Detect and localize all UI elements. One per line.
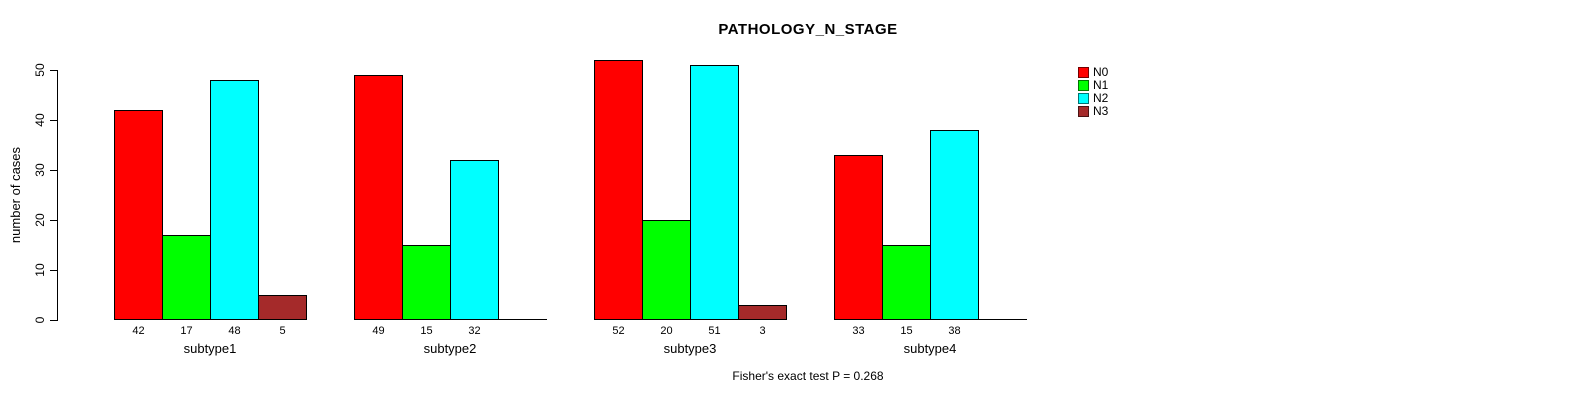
bar-subtype4-N0 <box>834 155 883 320</box>
legend: N0 N1 N2 N3 <box>1078 66 1108 118</box>
bar-value-label: 51 <box>708 325 721 337</box>
bar-subtype4-N2 <box>930 130 979 320</box>
bar-subtype4-N1 <box>882 245 931 320</box>
bar-subtype3-N0 <box>594 60 643 320</box>
legend-swatch-N2 <box>1078 93 1089 104</box>
y-axis-tick-label: 0 <box>33 316 47 324</box>
legend-item-N2: N2 <box>1078 92 1108 105</box>
zero-bar-subtype2-N3 <box>498 319 547 320</box>
chart-title: PATHOLOGY_N_STAGE <box>718 21 898 38</box>
category-label-subtype2: subtype2 <box>423 341 477 356</box>
bar-value-label: 38 <box>948 325 961 337</box>
legend-swatch-N3 <box>1078 106 1089 117</box>
bar-subtype3-N2 <box>690 65 739 320</box>
legend-label: N3 <box>1093 104 1109 118</box>
bar-subtype2-N1 <box>402 245 451 320</box>
legend-label: N1 <box>1093 78 1109 92</box>
bar-subtype2-N2 <box>450 160 499 320</box>
bar-subtype3-N1 <box>642 220 691 320</box>
bar-value-label: 48 <box>228 325 241 337</box>
y-axis-tick <box>50 120 58 121</box>
y-axis-tick <box>50 70 58 71</box>
bar-value-label: 5 <box>279 325 286 337</box>
category-label-subtype4: subtype4 <box>903 341 957 356</box>
bar-value-label: 33 <box>852 325 865 337</box>
legend-item-N3: N3 <box>1078 105 1108 118</box>
category-label-subtype3: subtype3 <box>663 341 717 356</box>
bar-value-label: 15 <box>900 325 913 337</box>
bar-subtype1-N3 <box>258 295 307 320</box>
legend-swatch-N1 <box>1078 80 1089 91</box>
category-label-subtype1: subtype1 <box>183 341 237 356</box>
y-axis-tick-label: 50 <box>33 63 47 77</box>
y-axis-line <box>57 70 58 320</box>
y-axis-label: number of cases <box>8 146 23 244</box>
y-axis-tick-label: 40 <box>33 113 47 127</box>
y-axis-tick <box>50 320 58 321</box>
bar-subtype3-N3 <box>738 305 787 320</box>
legend-label: N0 <box>1093 65 1109 79</box>
bar-value-label: 49 <box>372 325 385 337</box>
bar-subtype1-N1 <box>162 235 211 320</box>
legend-swatch-N0 <box>1078 67 1089 78</box>
y-axis-tick-label: 20 <box>33 213 47 227</box>
bar-value-label: 20 <box>660 325 673 337</box>
y-axis-tick <box>50 170 58 171</box>
legend-item-N1: N1 <box>1078 79 1108 92</box>
bar-subtype2-N0 <box>354 75 403 320</box>
bar-value-label: 17 <box>180 325 193 337</box>
y-axis-tick-label: 10 <box>33 263 47 277</box>
y-axis-tick <box>50 220 58 221</box>
bar-subtype1-N2 <box>210 80 259 320</box>
bar-value-label: 52 <box>612 325 625 337</box>
bar-subtype1-N0 <box>114 110 163 320</box>
bar-value-label: 32 <box>468 325 481 337</box>
legend-item-N0: N0 <box>1078 66 1108 79</box>
y-axis-tick <box>50 270 58 271</box>
legend-label: N2 <box>1093 91 1109 105</box>
bar-value-label: 3 <box>759 325 766 337</box>
bar-value-label: 42 <box>132 325 145 337</box>
y-axis-tick-label: 30 <box>33 163 47 177</box>
zero-bar-subtype4-N3 <box>978 319 1027 320</box>
fisher-test-annotation: Fisher's exact test P = 0.268 <box>732 369 884 383</box>
bar-value-label: 15 <box>420 325 433 337</box>
